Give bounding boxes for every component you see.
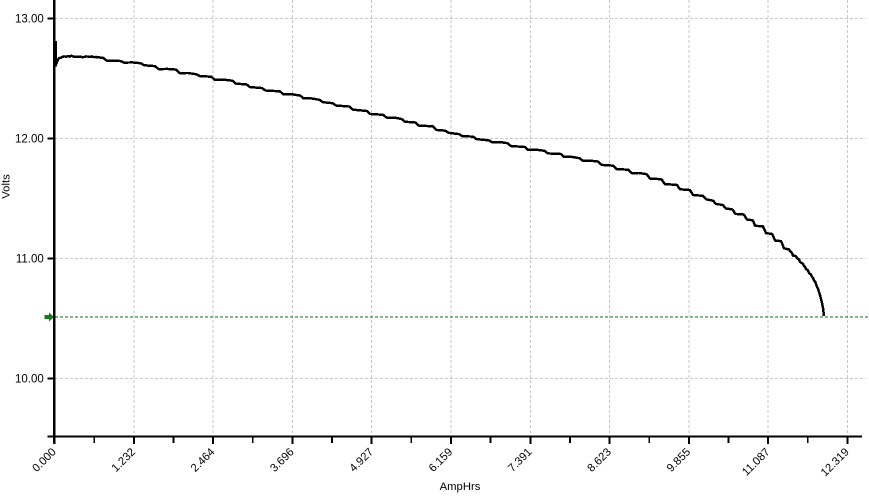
svg-text:11.00: 11.00: [16, 254, 44, 266]
svg-text:Volts: Volts: [1, 174, 13, 199]
svg-text:AmpHrs: AmpHrs: [440, 481, 481, 493]
svg-text:13.00: 13.00: [15, 14, 44, 26]
svg-text:10.00: 10.00: [15, 374, 44, 386]
svg-text:12.00: 12.00: [15, 134, 44, 146]
